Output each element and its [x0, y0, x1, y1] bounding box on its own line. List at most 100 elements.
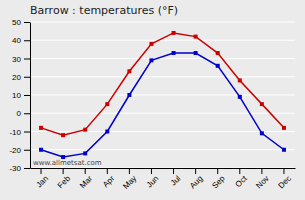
y-tick-mark: [24, 95, 30, 96]
x-tick-mark: [107, 168, 108, 174]
marker: [216, 64, 220, 68]
marker: [282, 126, 286, 130]
marker: [149, 42, 153, 46]
marker: [216, 51, 220, 55]
y-axis-line: [30, 23, 31, 169]
series-line: [41, 33, 284, 135]
y-tick-label: 30: [12, 55, 21, 64]
marker: [83, 151, 87, 155]
y-tick-mark: [24, 113, 30, 114]
x-tick-label: Jun: [145, 174, 160, 189]
marker: [127, 93, 131, 97]
y-tick-mark: [24, 22, 30, 23]
plot: -30 -20 -10 0 10 20 30 40 50 Jan Feb Mar Apr May Jun Ju…: [9, 18, 295, 191]
marker: [39, 148, 43, 152]
y-tick: 40: [12, 36, 30, 45]
grid-line: [30, 95, 295, 96]
marker: [238, 95, 242, 99]
marker: [149, 58, 153, 62]
x-tick-mark: [63, 168, 64, 174]
y-tick-mark: [24, 77, 30, 78]
x-tick-label: Jan: [34, 174, 49, 189]
x-tick: Sep: [210, 168, 227, 190]
y-tick-label: -30: [9, 164, 21, 173]
x-tick-label: May: [121, 174, 138, 191]
chart: -30 -20 -10 0 10 20 30 40 50 Jan Feb Mar Apr May Jun Ju…: [0, 0, 305, 200]
marker: [83, 128, 87, 132]
grid-line: [30, 149, 295, 150]
marker: [194, 51, 198, 55]
x-tick: Jun: [145, 168, 160, 189]
grid-line: [30, 40, 295, 41]
marker: [61, 133, 65, 137]
x-tick: Nov: [254, 168, 270, 190]
marker: [127, 69, 131, 73]
x-tick-label: Jul: [169, 174, 183, 188]
x-tick-label: Dec: [276, 174, 292, 190]
x-tick-mark: [283, 168, 284, 174]
x-tick-label: Mar: [78, 174, 94, 190]
y-tick-label: 40: [12, 36, 21, 45]
grid-line: [30, 22, 295, 23]
marker: [105, 130, 109, 134]
marker: [172, 31, 176, 35]
y-axis: -30 -20 -10 0 10 20 30 40 50: [9, 18, 30, 173]
y-tick-label: -10: [9, 128, 21, 137]
marker: [172, 51, 176, 55]
x-tick-label: Oct: [234, 173, 250, 189]
x-tick: Feb: [56, 168, 73, 190]
x-tick: Apr: [101, 168, 116, 189]
y-tick-mark: [24, 168, 30, 169]
marker: [282, 148, 286, 152]
grid-line: [30, 168, 295, 169]
x-tick-label: Nov: [254, 174, 270, 190]
x-tick: Dec: [276, 168, 292, 190]
annotation: www.allmetsat.com: [33, 159, 102, 167]
y-tick: 50: [12, 18, 30, 27]
x-tick-mark: [173, 168, 174, 174]
x-tick: Jan: [34, 168, 49, 189]
grid-line: [30, 76, 295, 77]
x-tick: Oct: [234, 168, 250, 189]
title: Barrow : temperatures (°F): [30, 4, 178, 17]
x-tick-mark: [151, 168, 152, 174]
y-tick: 0: [17, 109, 30, 118]
grid-line: [30, 58, 295, 59]
y-tick-label: -20: [9, 146, 21, 155]
y-tick: -30: [9, 164, 30, 173]
y-tick: -10: [9, 128, 30, 137]
y-tick-mark: [24, 40, 30, 41]
series-line: [41, 53, 284, 157]
x-tick-label: Aug: [188, 174, 204, 190]
x-tick: Aug: [188, 168, 204, 190]
x-tick-label: Apr: [101, 174, 116, 189]
x-tick: Mar: [78, 168, 94, 190]
y-tick-label: 0: [17, 109, 22, 118]
x-tick-label: Feb: [56, 174, 73, 191]
marker: [260, 102, 264, 106]
x-tick-mark: [261, 168, 262, 174]
x-tick-mark: [129, 168, 130, 174]
grid-line: [30, 113, 295, 114]
x-tick-mark: [217, 168, 218, 174]
marks: [39, 31, 286, 159]
x-tick-label: Sep: [210, 174, 227, 191]
x-axis: Jan Feb Mar Apr May Jun Jul Aug Sep OctNov Dec: [31, 168, 296, 191]
x-tick: May: [121, 168, 138, 191]
series-markers: [39, 51, 286, 159]
marker: [260, 131, 264, 135]
grid: [30, 22, 295, 168]
x-axis-line: [31, 168, 296, 169]
y-tick: 10: [12, 91, 30, 100]
y-tick-label: 50: [12, 18, 21, 27]
marker: [194, 35, 198, 39]
x-tick: Jul: [169, 168, 183, 188]
y-tick: 20: [12, 73, 30, 82]
x-tick-mark: [239, 168, 240, 174]
y-tick: 30: [12, 55, 30, 64]
y-tick-mark: [24, 132, 30, 133]
x-tick-mark: [41, 168, 42, 174]
y-tick: -20: [9, 146, 30, 155]
series-markers: [39, 31, 286, 137]
x-tick-mark: [85, 168, 86, 174]
